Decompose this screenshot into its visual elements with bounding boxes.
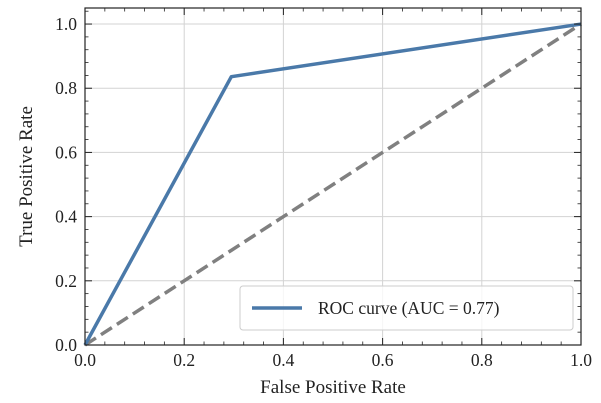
- x-tick-label: 0.8: [471, 350, 493, 370]
- legend-entry-roc: ROC curve (AUC = 0.77): [318, 298, 500, 318]
- x-tick-label: 0.4: [272, 350, 294, 370]
- y-tick-label: 0.4: [55, 207, 77, 227]
- y-tick-labels: 0.0 0.2 0.4 0.6 0.8 1.0: [55, 14, 77, 355]
- x-axis-label: False Positive Rate: [260, 377, 406, 398]
- roc-curve-line: [83, 22, 582, 346]
- legend: ROC curve (AUC = 0.77): [239, 285, 574, 331]
- chance-diagonal-line: [84, 22, 582, 347]
- y-tick-label: 0.8: [55, 78, 77, 98]
- legend-box: [239, 285, 574, 331]
- x-tick-label: 1.0: [570, 350, 592, 370]
- x-tick-label: 0.2: [173, 350, 195, 370]
- x-tick-labels: 0.0 0.2 0.4 0.6 0.8 1.0: [74, 350, 592, 370]
- plot-frame: [84, 7, 582, 346]
- y-tick-label: 0.0: [55, 335, 77, 355]
- series-layer: [83, 22, 582, 347]
- axis-ticks: [84, 8, 582, 346]
- x-tick-label: 0.0: [74, 350, 96, 370]
- y-axis-label: True Positive Rate: [16, 106, 37, 247]
- x-tick-label: 0.6: [372, 350, 394, 370]
- y-tick-label: 0.2: [55, 271, 77, 291]
- y-tick-label: 0.6: [55, 142, 77, 162]
- y-tick-label: 1.0: [55, 14, 77, 34]
